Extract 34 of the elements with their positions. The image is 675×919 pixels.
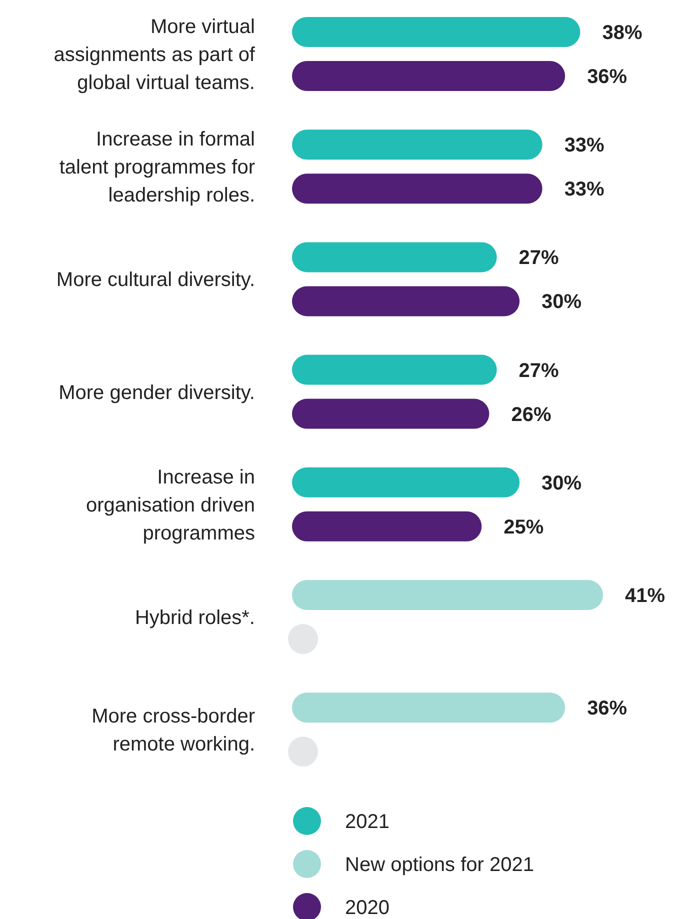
bar <box>292 242 497 272</box>
data-label: 36% <box>587 698 628 720</box>
legend-label: 2020 <box>345 897 390 919</box>
data-label: 27% <box>518 247 560 270</box>
bar <box>292 580 603 610</box>
y-tick-label: More cultural diversity. <box>56 269 255 292</box>
data-label: 41% <box>625 585 666 607</box>
data-label: 33% <box>564 134 605 157</box>
bar <box>292 354 497 385</box>
y-tick-label: Increase in formal talent programmes for leadership roles. <box>59 128 256 207</box>
legend-label: 2021 <box>345 811 390 833</box>
bar <box>292 467 520 498</box>
data-label: 38% <box>602 22 642 44</box>
bar <box>292 398 490 429</box>
legend-label: New options for 2021 <box>345 854 534 876</box>
bar <box>292 61 566 91</box>
bar <box>292 511 482 542</box>
y-tick-label: More cross-border remote working. <box>92 706 256 756</box>
bar <box>292 174 542 204</box>
bar <box>292 286 520 316</box>
data-label: 26% <box>511 404 552 426</box>
bar <box>292 130 542 160</box>
y-tick-label: More virtual assignments as part of global virtual teams. <box>54 16 256 94</box>
data-label: 33% <box>564 178 605 201</box>
y-tick-label: Increase in organisation driven programmes <box>86 466 255 544</box>
data-label: 30% <box>542 291 582 314</box>
bar <box>292 17 580 47</box>
data-label: 27% <box>518 360 560 382</box>
data-label: 36% <box>587 66 628 88</box>
y-tick-label: More gender diversity. <box>58 382 255 404</box>
data-label: 25% <box>504 516 544 538</box>
data-label: 30% <box>542 472 582 494</box>
y-tick-label: Hybrid roles*. <box>134 607 255 629</box>
bar <box>292 692 566 723</box>
